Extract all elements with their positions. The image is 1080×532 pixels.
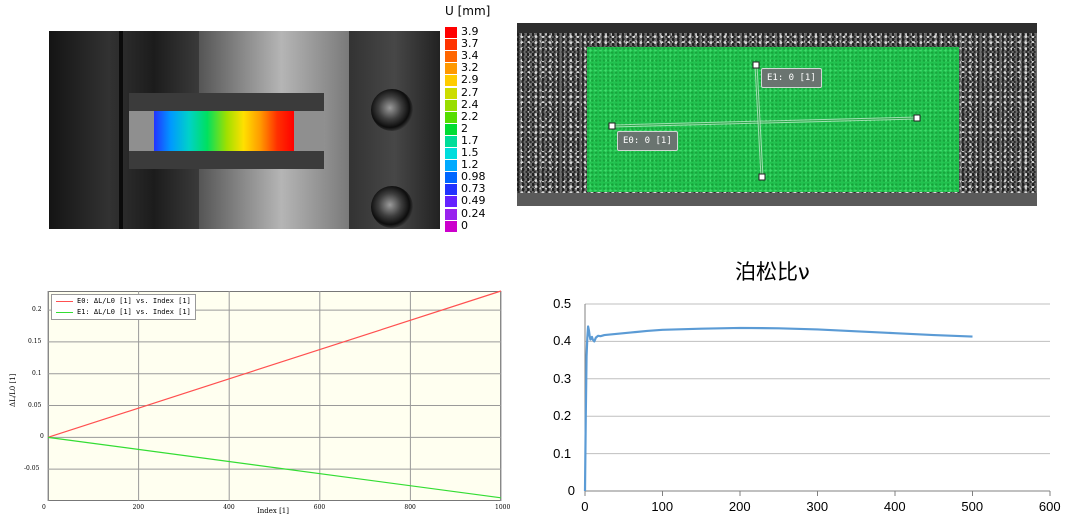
poisson-x-tick-label: 500 (961, 499, 984, 514)
strain-y-axis-label: ΔL/L0 [1] (9, 373, 17, 407)
specimen-displacement-photo (49, 31, 440, 229)
colorbar-swatch (445, 111, 457, 123)
colorbar-swatch (445, 160, 457, 172)
displacement-field (154, 111, 294, 151)
colorbar-swatch (445, 196, 457, 208)
strain-y-tick-label: 0.15 (28, 337, 42, 345)
extensometer-e1-label[interactable]: E1: 0 [1] (761, 68, 822, 88)
strain-x-tick-label: 400 (223, 504, 235, 511)
legend-label-e0: E0: ΔL/L0 [1] vs. Index [1] (77, 297, 191, 305)
bolt-lower (371, 186, 413, 228)
specimen-edge-bottom (129, 151, 324, 169)
strain-x-tick-label: 800 (404, 504, 416, 511)
extensometer-lines (608, 61, 921, 181)
colorbar-label: 3.9 (461, 25, 479, 38)
displacement-colorbar: U [mm] 3.9 3.7 3.4 3.2 2.9 2.7 2.4 2.2 2 1.7 1.5 1.… (445, 4, 515, 254)
colorbar-swatch (445, 148, 457, 159)
strain-y-tick-label: 0.05 (28, 401, 42, 409)
legend-swatch-e0 (56, 301, 73, 302)
colorbar-label: 0.73 (461, 182, 486, 196)
strain-y-tick-label: -0.05 (24, 465, 40, 473)
legend-entry-e0: E0: ΔL/L0 [1] vs. Index [1] (55, 296, 191, 307)
colorbar-label: 1.2 (461, 158, 479, 172)
poisson-y-tick-label: 0.4 (553, 333, 572, 349)
roi-extensometer-photo: E0: 0 [1] E1: 0 [1] (517, 23, 1037, 206)
poisson-x-tick-label: 200 (728, 499, 751, 514)
colorbar-swatch (445, 27, 457, 38)
colorbar-title: U [mm] (445, 4, 491, 18)
colorbar-label: 0 (461, 218, 468, 232)
poisson-ratio-chart: 泊松比ν 0.5 0.4 0.3 0.2 0.1 0 0 100 200 300 400 500 600 (530, 250, 1075, 532)
legend-entry-e1: E1: ΔL/L0 [1] vs. Index [1] (55, 307, 191, 318)
strain-legend: E0: ΔL/L0 [1] vs. Index [1] E1: ΔL/L0 [1… (51, 294, 196, 320)
e0-handle-left[interactable] (608, 122, 616, 130)
poisson-y-tick-label: 0.3 (553, 370, 572, 386)
colorbar-swatch (445, 135, 457, 147)
e1-handle-bottom[interactable] (758, 173, 766, 181)
e1-handle-top[interactable] (752, 61, 760, 69)
colorbar-label: 3.7 (461, 37, 479, 51)
specimen-edge-top (129, 93, 324, 111)
colorbar-label: 2.4 (461, 97, 479, 111)
colorbar-label: 1.7 (461, 133, 479, 147)
colorbar-swatch (445, 99, 457, 111)
colorbar-label: 3.4 (461, 49, 479, 63)
e0-handle-right[interactable] (913, 114, 921, 122)
series-line-e0 (47, 290, 502, 438)
bolt-upper (371, 89, 413, 131)
poisson-y-tick-label: 0 (567, 483, 575, 498)
poisson-x-tick-label: 100 (651, 499, 674, 514)
colorbar-swatch (445, 87, 457, 99)
poisson-chart-title: 泊松比ν (735, 260, 810, 284)
colorbar-label: 2.2 (461, 109, 479, 123)
poisson-y-tick-label: 0.5 (553, 296, 572, 311)
poisson-y-tick-label: 0.1 (553, 445, 572, 461)
colorbar-swatch (445, 63, 457, 75)
strain-plot-svg (47, 290, 502, 501)
poisson-x-tick-label: 300 (806, 499, 829, 514)
poisson-x-tick-label: 600 (1038, 499, 1061, 514)
colorbar-label: 0.98 (461, 170, 486, 184)
poisson-x-tick-label: 400 (883, 499, 906, 514)
colorbar-swatch (445, 123, 457, 135)
legend-swatch-e1 (56, 312, 73, 313)
strain-x-axis-label: Index [1] (257, 507, 289, 515)
extensometer-e0-label[interactable]: E0: 0 [1] (617, 131, 678, 151)
colorbar-label: 0.24 (461, 206, 486, 220)
colorbar-label: 2.9 (461, 73, 479, 87)
colorbar-swatch (445, 75, 457, 87)
poisson-x-tick-label: 0 (581, 499, 589, 514)
strain-plot-area (48, 291, 501, 501)
strain-y-tick-label: 0 (40, 433, 44, 441)
colorbar-swatch (445, 208, 457, 220)
strain-x-tick-label: 0 (42, 504, 46, 511)
colorbar-swatch (445, 184, 457, 196)
series-line-e1 (47, 436, 502, 499)
strain-y-tick-label: 0.1 (32, 369, 42, 377)
colorbar-label: 3.2 (461, 61, 479, 75)
colorbar-label: 2.7 (461, 85, 479, 99)
colorbar-swatch (445, 220, 457, 232)
colorbar-label: 0.49 (461, 194, 486, 208)
colorbar-swatch (445, 172, 457, 184)
colorbar-label: 2 (461, 121, 468, 135)
strain-x-tick-label: 1000 (495, 504, 511, 511)
strain-index-chart: 0 200 400 600 800 1000 0.2 0.15 0.1 0.05 0 -0.05 E0… (7, 287, 511, 517)
colorbar-swatch (445, 39, 457, 51)
strain-x-tick-label: 600 (313, 504, 326, 511)
colorbar-swatch (445, 51, 457, 63)
poisson-y-tick-label: 0.2 (553, 408, 572, 424)
legend-label-e1: E1: ΔL/L0 [1] vs. Index [1] (77, 308, 191, 316)
strain-y-tick-label: 0.2 (32, 306, 42, 314)
colorbar-label: 1.5 (461, 146, 479, 159)
poisson-ratio-series-line (583, 325, 973, 492)
poisson-plot-svg (583, 303, 1051, 496)
strain-x-tick-label: 200 (132, 504, 145, 511)
